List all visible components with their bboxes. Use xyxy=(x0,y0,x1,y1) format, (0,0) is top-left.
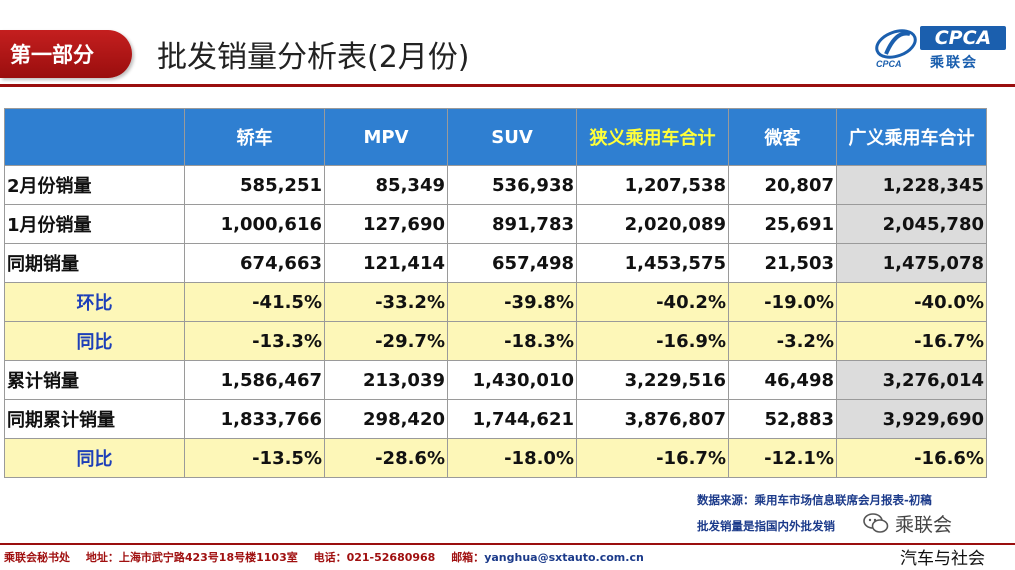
header-cell-broad-total: 广义乘用车合计 xyxy=(836,108,987,166)
table-cell: 1,475,078 xyxy=(836,243,987,283)
table-cell: 674,663 xyxy=(184,243,325,283)
header-cell-narrow-total: 狭义乘用车合计 xyxy=(576,108,729,166)
wechat-icon xyxy=(863,513,889,533)
table-cell: -28.6% xyxy=(324,438,448,478)
table-cell: 2,020,089 xyxy=(576,204,729,244)
wechat-name: 乘联会 xyxy=(895,513,953,536)
table-cell: 1,744,621 xyxy=(447,399,577,439)
table-cell: 3,929,690 xyxy=(836,399,987,439)
table-cell: 3,276,014 xyxy=(836,360,987,400)
table-cell: 3,229,516 xyxy=(576,360,729,400)
table-cell: 25,691 xyxy=(728,204,837,244)
table-cell: 1,586,467 xyxy=(184,360,325,400)
table-cell: 20,807 xyxy=(728,165,837,205)
table-cell: -3.2% xyxy=(728,321,837,361)
logo-cpca-text: CPCA xyxy=(920,26,1006,50)
table-cell: 213,039 xyxy=(324,360,448,400)
table-cell: 891,783 xyxy=(447,204,577,244)
table-cell: 85,349 xyxy=(324,165,448,205)
table-row: 环比 -41.5% -33.2% -39.8% -40.2% -19.0% -40.0% xyxy=(4,282,987,322)
row-label: 同期累计销量 xyxy=(4,399,185,439)
table-cell: 1,453,575 xyxy=(576,243,729,283)
table-header-row: 轿车 MPV SUV 狭义乘用车合计 微客 广义乘用车合计 xyxy=(4,108,987,166)
table-cell: -16.7% xyxy=(836,321,987,361)
table-cell: 1,228,345 xyxy=(836,165,987,205)
table-cell: 121,414 xyxy=(324,243,448,283)
table-cell: -12.1% xyxy=(728,438,837,478)
row-label: 1月份销量 xyxy=(4,204,185,244)
table-cell: 298,420 xyxy=(324,399,448,439)
table-cell: -39.8% xyxy=(447,282,577,322)
brand-watermark: 汽车与社会 xyxy=(900,549,985,569)
table-cell: 3,876,807 xyxy=(576,399,729,439)
table-cell: -19.0% xyxy=(728,282,837,322)
table-cell: -40.0% xyxy=(836,282,987,322)
logo-small-text: CPCA xyxy=(876,59,902,69)
section-label: 第一部分 xyxy=(10,43,94,67)
table-row: 同比 -13.5% -28.6% -18.0% -16.7% -12.1% -16.6% xyxy=(4,438,987,478)
wechat-account: 乘联会 xyxy=(863,510,993,536)
cpca-emblem-icon: CPCA xyxy=(875,29,917,69)
table-row: 同期累计销量 1,833,766 298,420 1,744,621 3,876,807… xyxy=(4,399,987,439)
cpca-logo: CPCA CPCA 乘联会 xyxy=(872,24,1008,71)
header-cell-mpv: MPV xyxy=(324,108,448,166)
table-cell: 1,833,766 xyxy=(184,399,325,439)
sales-table: 轿车 MPV SUV 狭义乘用车合计 微客 广义乘用车合计 2月份销量 585,2… xyxy=(4,108,987,478)
row-label: 环比 xyxy=(4,282,185,322)
table-cell: -16.9% xyxy=(576,321,729,361)
table-cell: 585,251 xyxy=(184,165,325,205)
header-cell-minivan: 微客 xyxy=(728,108,837,166)
source-note: 数据来源：乘用车市场信息联席会月报表-初稿 xyxy=(697,493,932,507)
logo-cn-text: 乘联会 xyxy=(930,55,978,71)
table-cell: -40.2% xyxy=(576,282,729,322)
table-cell: 52,883 xyxy=(728,399,837,439)
footer-org: 乘联会秘书处 xyxy=(4,551,70,564)
page-title: 批发销量分析表(2月份) xyxy=(157,40,470,75)
table-cell: -13.5% xyxy=(184,438,325,478)
table-cell: 1,000,616 xyxy=(184,204,325,244)
row-label: 2月份销量 xyxy=(4,165,185,205)
table-cell: -41.5% xyxy=(184,282,325,322)
footer-phone: 电话：021-52680968 xyxy=(313,551,436,564)
table-row: 同比 -13.3% -29.7% -18.3% -16.9% -3.2% -16.7% xyxy=(4,321,987,361)
header-cell-suv: SUV xyxy=(447,108,577,166)
table-cell: 657,498 xyxy=(447,243,577,283)
table-row: 1月份销量 1,000,616 127,690 891,783 2,020,089 25,… xyxy=(4,204,987,244)
table-row: 同期销量 674,663 121,414 657,498 1,453,575 21,503… xyxy=(4,243,987,283)
table-cell: 127,690 xyxy=(324,204,448,244)
row-label: 同比 xyxy=(4,438,185,478)
header-cell-sedan: 轿车 xyxy=(184,108,325,166)
table-cell: 46,498 xyxy=(728,360,837,400)
row-label: 同比 xyxy=(4,321,185,361)
table-row: 累计销量 1,586,467 213,039 1,430,010 3,229,516 46… xyxy=(4,360,987,400)
table-cell: -33.2% xyxy=(324,282,448,322)
row-label: 累计销量 xyxy=(4,360,185,400)
table-cell: -29.7% xyxy=(324,321,448,361)
footer: 乘联会秘书处 地址：上海市武宁路423号18号楼1103室 电话：021-526… xyxy=(4,549,656,565)
table-cell: -18.3% xyxy=(447,321,577,361)
header-divider xyxy=(0,84,1015,87)
footer-address: 地址：上海市武宁路423号18号楼1103室 xyxy=(85,551,298,564)
footer-email[interactable]: yanghua@sxtauto.com.cn xyxy=(484,551,644,564)
table-row: 2月份销量 585,251 85,349 536,938 1,207,538 20,807… xyxy=(4,165,987,205)
header-cell xyxy=(4,108,185,166)
footer-email-label: 邮箱： xyxy=(451,551,485,564)
definition-note: 批发销量是指国内外批发销 xyxy=(697,519,835,533)
table-cell: -13.3% xyxy=(184,321,325,361)
table-cell: 536,938 xyxy=(447,165,577,205)
table-cell: 2,045,780 xyxy=(836,204,987,244)
table-cell: -18.0% xyxy=(447,438,577,478)
table-cell: -16.7% xyxy=(576,438,729,478)
row-label: 同期销量 xyxy=(4,243,185,283)
table-cell: 1,207,538 xyxy=(576,165,729,205)
section-tab: 第一部分 xyxy=(0,30,132,78)
table-cell: -16.6% xyxy=(836,438,987,478)
table-cell: 21,503 xyxy=(728,243,837,283)
table-cell: 1,430,010 xyxy=(447,360,577,400)
footer-divider xyxy=(0,543,1015,545)
